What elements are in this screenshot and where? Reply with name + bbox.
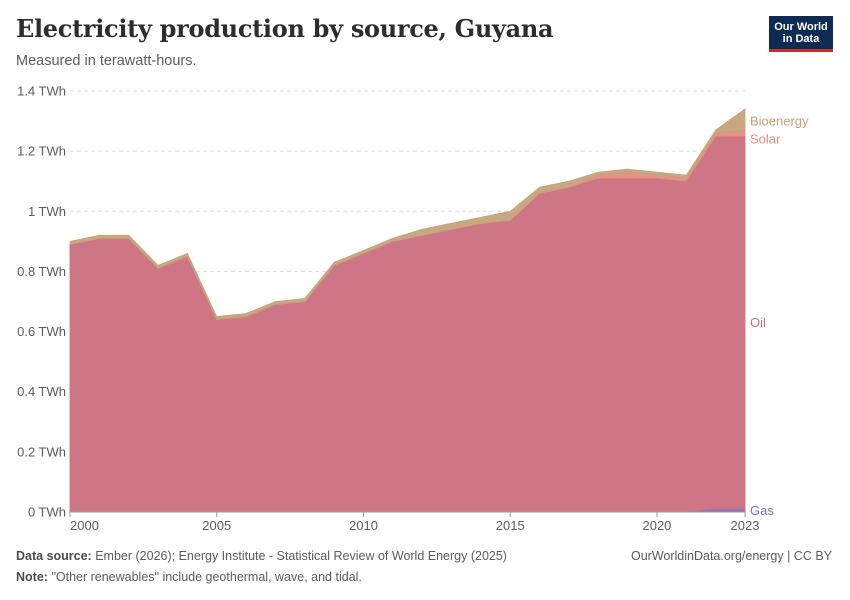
chart-title: Electricity production by source, Guyana	[16, 14, 554, 43]
axes: 0 TWh 0.2 TWh 0.4 TWh 0.6 TWh 0.8 TWh 1 TWh 1.…	[17, 84, 759, 534]
logo-line-2: in Data	[782, 33, 820, 45]
y-tick-label: 0.6 TWh	[17, 324, 66, 339]
x-tick-label: 2020	[642, 518, 671, 533]
area-series	[69, 108, 746, 513]
y-tick-label: 0.2 TWh	[17, 444, 66, 459]
y-tick-label: 0 TWh	[28, 505, 66, 520]
y-tick-label: 0.8 TWh	[17, 264, 66, 279]
x-tick-label: 2010	[349, 518, 378, 533]
note-text: "Other renewables" include geothermal, w…	[51, 570, 362, 584]
stacked-area-chart: 0 TWh 0.2 TWh 0.4 TWh 0.6 TWh 0.8 TWh 1 TWh 1.…	[17, 84, 809, 534]
x-tick-label: 2015	[496, 518, 525, 533]
x-tick-label: 2000	[70, 518, 99, 533]
series-label-bioenergy: Bioenergy	[750, 114, 809, 129]
series-label-solar: Solar	[750, 132, 781, 147]
series-label-gas: Gas	[750, 503, 774, 518]
data-source-label: Data source:	[16, 549, 92, 563]
data-source: Data source: Ember (2026); Energy Instit…	[16, 549, 507, 563]
y-tick-label: 0.4 TWh	[17, 384, 66, 399]
series-labels: Gas Oil Solar Bioenergy	[750, 114, 809, 518]
owid-logo[interactable]: Our World in Data	[769, 16, 833, 52]
chart-note: Note: "Other renewables" include geother…	[16, 570, 362, 584]
logo-line-1: Our World	[774, 21, 828, 33]
area-oil[interactable]	[69, 135, 746, 513]
y-tick-label: 1.4 TWh	[17, 84, 66, 99]
chart-subtitle: Measured in terawatt-hours.	[16, 53, 197, 69]
series-label-oil: Oil	[750, 315, 766, 330]
y-tick-label: 1 TWh	[28, 204, 66, 219]
data-source-text[interactable]: Ember (2026); Energy Institute - Statist…	[95, 549, 507, 563]
note-label: Note:	[16, 570, 48, 584]
credit-link[interactable]: OurWorldinData.org/energy | CC BY	[630, 549, 832, 563]
x-tick-label: 2005	[202, 518, 231, 533]
y-tick-label: 1.2 TWh	[17, 144, 66, 159]
x-tick-label: 2023	[731, 518, 760, 533]
area-bioenergy[interactable]	[69, 108, 746, 320]
